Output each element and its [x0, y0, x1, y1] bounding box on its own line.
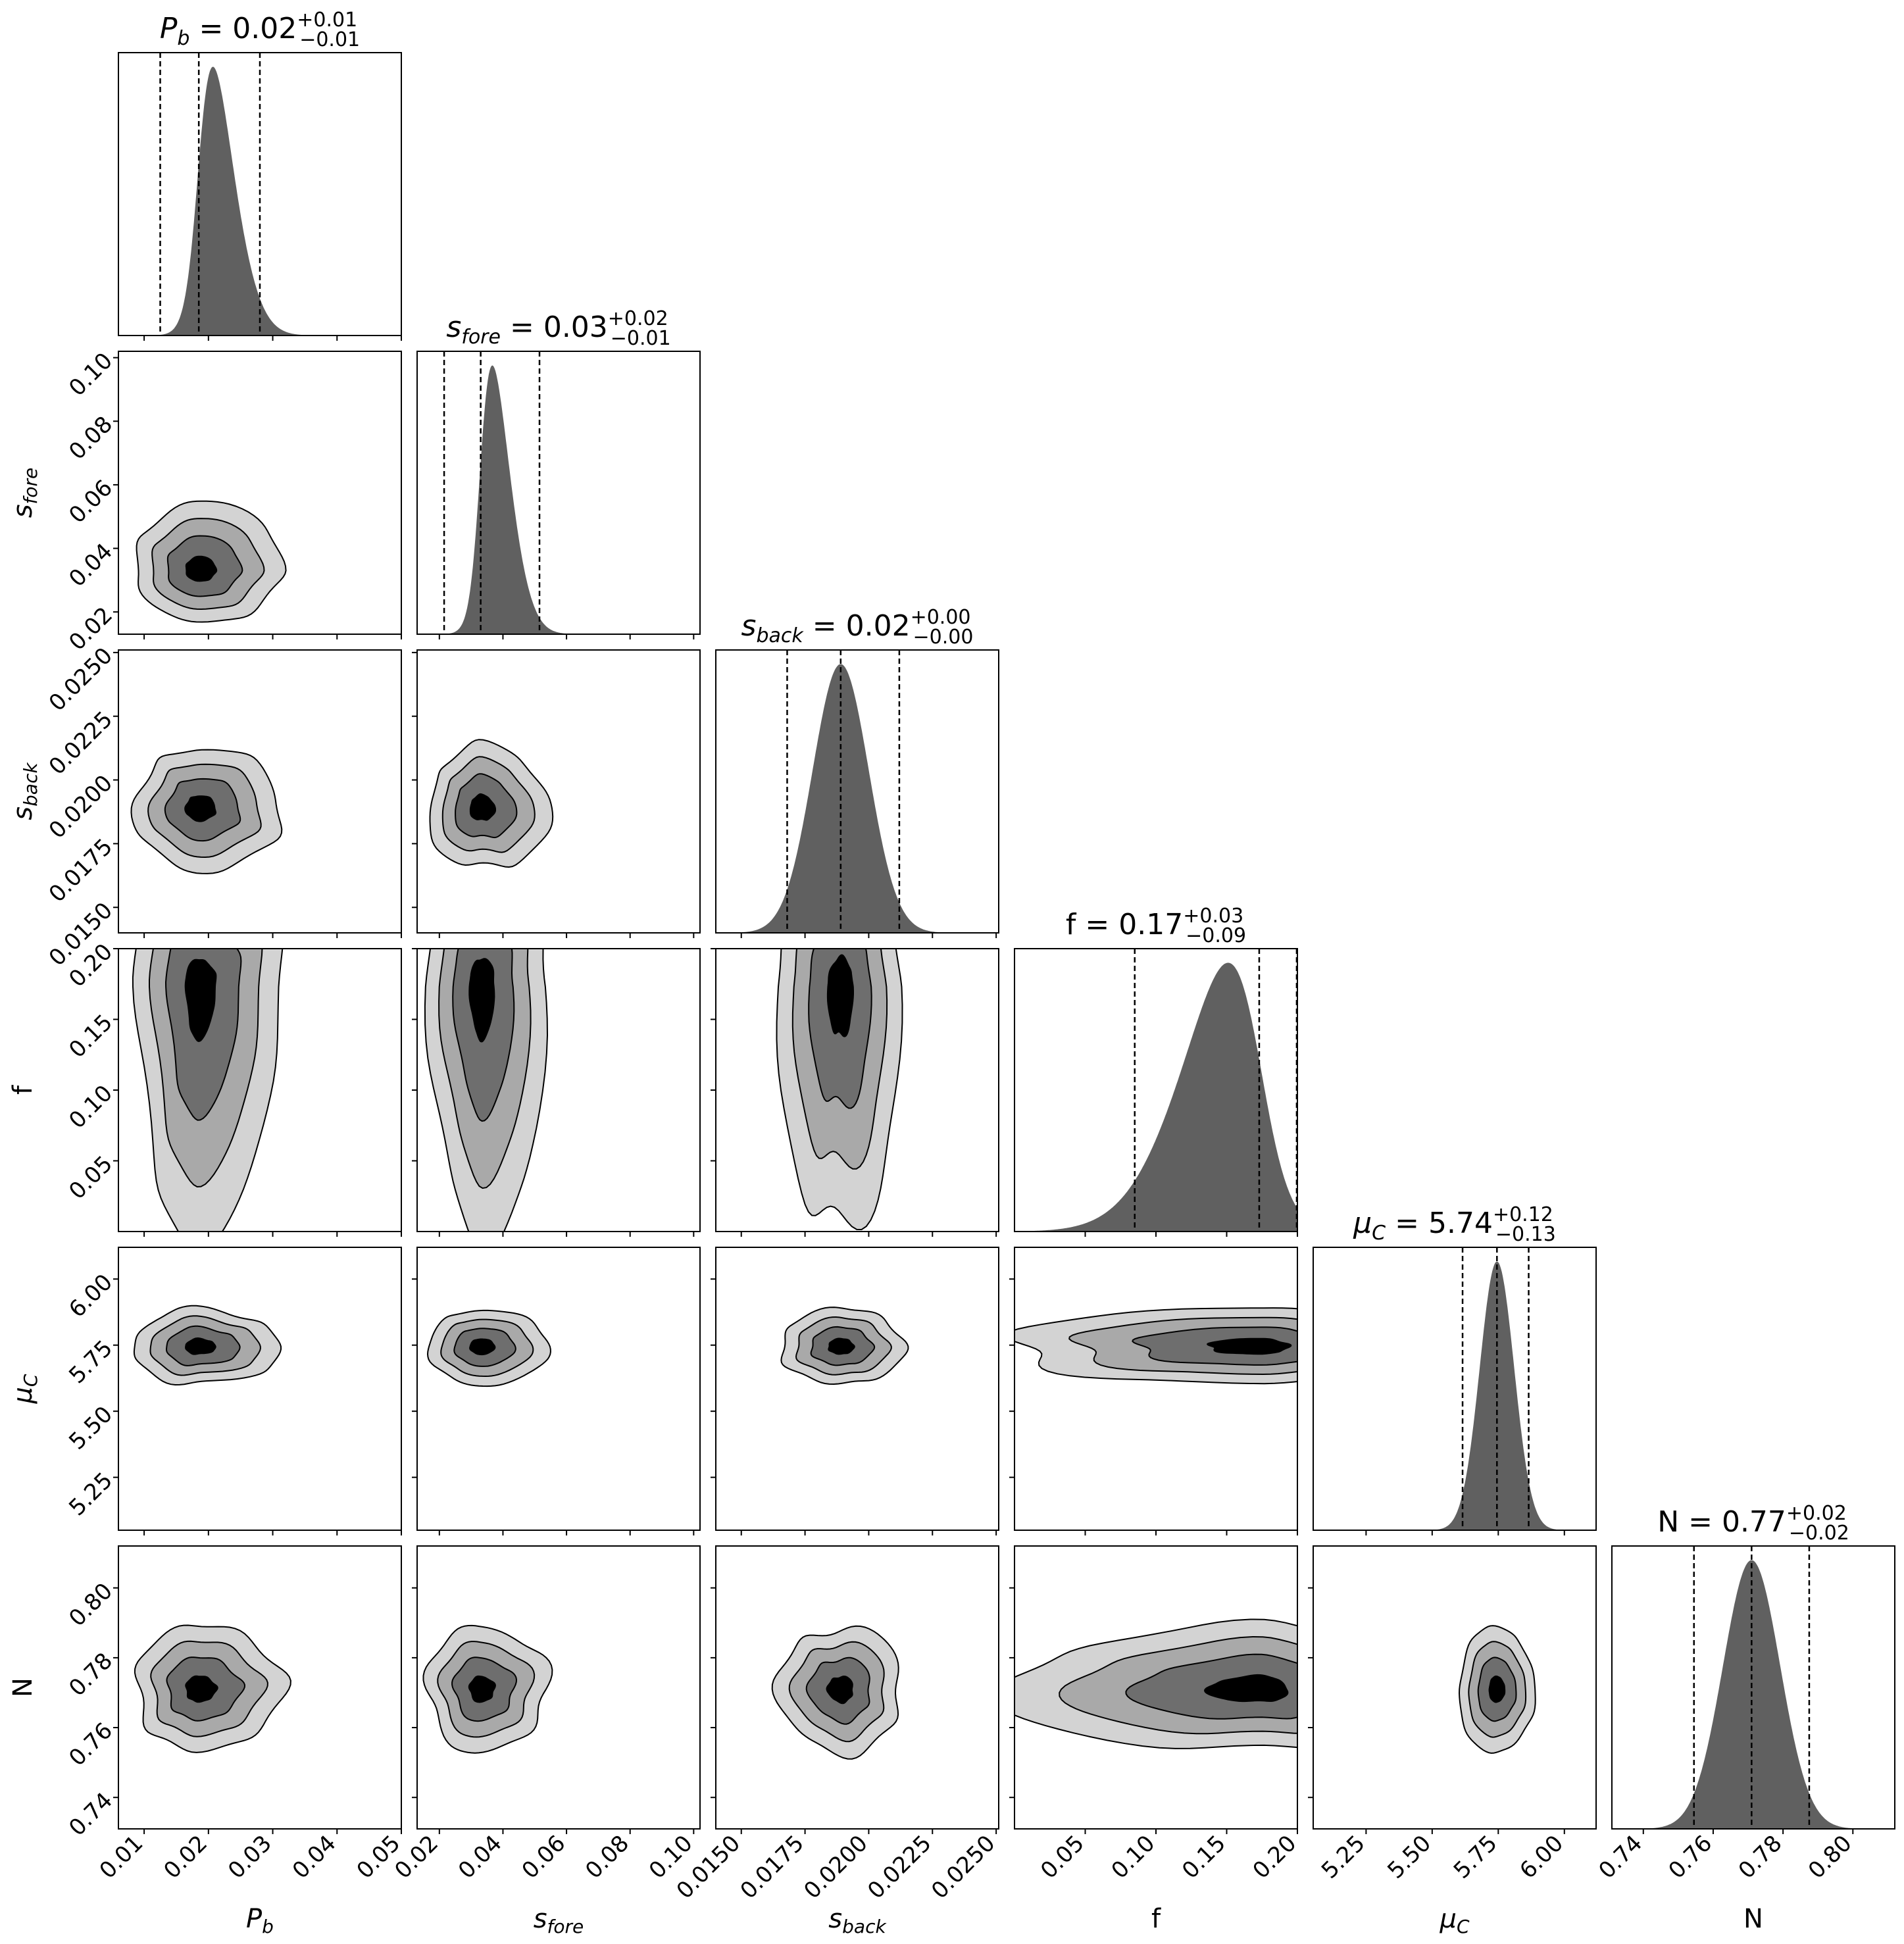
contour-sfore-f-level-4	[468, 958, 495, 1043]
histogram-muC	[1313, 1261, 1596, 1530]
x-tick-label-muC-2: 5.75	[1449, 1830, 1503, 1884]
panel-frame-4-1	[416, 1247, 701, 1531]
x-axis-label-sback: sback	[828, 1904, 887, 1937]
x-tick-label-f-1: 0.10	[1107, 1830, 1161, 1884]
x-tick-label-Pb-2: 0.03	[223, 1830, 277, 1884]
x-tick-label-muC-3: 6.00	[1515, 1830, 1568, 1884]
y-axis-label-f: f	[8, 1085, 38, 1095]
panel-frame-1-0	[118, 351, 402, 635]
x-axis-label-sfore: sfore	[534, 1904, 584, 1937]
panel-frame-1-1	[416, 351, 701, 635]
y-axis-label-sfore: sfore	[8, 468, 41, 518]
histogram-sfore	[417, 365, 700, 634]
panel-frame-2-0	[118, 649, 402, 934]
x-axis-label-f: f	[1151, 1904, 1161, 1934]
histogram-N	[1612, 1560, 1895, 1829]
y-tick-label-muC-3: 6.00	[64, 1269, 118, 1323]
contour-sfore-N-level-4	[468, 1675, 496, 1703]
histogram-sback	[716, 664, 999, 933]
histogram-f	[1015, 962, 1297, 1232]
contour-f-N-level-4	[1204, 1674, 1289, 1703]
x-tick-label-sfore-1: 0.04	[453, 1830, 507, 1884]
x-tick-label-sback-3: 0.0225	[863, 1830, 936, 1904]
y-axis-label-muC: μC	[8, 1374, 41, 1404]
x-tick-label-sback-1: 0.0175	[736, 1830, 809, 1904]
x-tick-label-N-2: 0.78	[1734, 1830, 1788, 1884]
contour-muC-N-level-4	[1488, 1675, 1506, 1703]
y-tick-label-sback-3: 0.0225	[44, 707, 118, 780]
x-axis-label-N: N	[1743, 1904, 1763, 1934]
y-tick-label-muC-1: 5.50	[64, 1401, 118, 1455]
x-tick-label-muC-1: 5.50	[1382, 1830, 1436, 1884]
x-tick-label-Pb-3: 0.04	[288, 1830, 341, 1884]
x-tick-label-sback-4: 0.0250	[926, 1830, 1000, 1904]
y-tick-label-sback-1: 0.0175	[44, 834, 118, 907]
contour-Pb-N-level-4	[185, 1675, 218, 1703]
title-Pb: Pb = 0.02+0.01 −0.01	[160, 9, 360, 51]
y-tick-label-sfore-0: 0.02	[64, 602, 118, 656]
panel-frame-4-3	[1014, 1247, 1298, 1531]
panel-frame-4-0	[118, 1247, 402, 1531]
title-sback: sback = 0.02+0.00 −0.00	[741, 606, 974, 649]
x-tick-label-sfore-2: 0.06	[517, 1830, 571, 1884]
y-tick-label-N-2: 0.78	[64, 1648, 118, 1702]
x-tick-label-N-0: 0.74	[1593, 1830, 1647, 1884]
y-tick-label-muC-0: 5.25	[64, 1467, 118, 1521]
contour-sback-muC-level-4	[828, 1337, 855, 1355]
x-tick-label-muC-0: 5.25	[1316, 1830, 1370, 1884]
x-tick-label-f-0: 0.05	[1036, 1830, 1090, 1884]
x-tick-label-f-3: 0.20	[1248, 1830, 1302, 1884]
y-tick-label-f-2: 0.15	[64, 1009, 118, 1063]
y-axis-label-N: N	[8, 1678, 38, 1697]
y-tick-label-f-0: 0.05	[64, 1151, 118, 1205]
y-tick-label-N-0: 0.74	[64, 1787, 118, 1841]
panel-frame-5-2	[715, 1545, 999, 1830]
y-tick-label-N-1: 0.76	[64, 1718, 118, 1772]
x-axis-label-muC: μC	[1439, 1904, 1469, 1937]
contour-sback-f-level-4	[826, 954, 854, 1037]
panel-frame-2-2	[715, 649, 999, 934]
y-tick-label-N-3: 0.80	[64, 1578, 118, 1632]
contour-f-muC-level-4	[1207, 1337, 1292, 1355]
panel-frame-4-4	[1313, 1247, 1597, 1531]
y-tick-label-sfore-2: 0.06	[64, 475, 118, 529]
x-tick-label-sfore-0: 0.02	[389, 1830, 443, 1884]
panel-frame-5-1	[416, 1545, 701, 1830]
panel-frame-0-0	[118, 52, 402, 336]
x-axis-label-Pb: Pb	[246, 1904, 274, 1937]
x-tick-label-N-1: 0.76	[1664, 1830, 1718, 1884]
contour-Pb-muC-level-4	[185, 1337, 216, 1355]
y-tick-label-sfore-4: 0.10	[64, 347, 118, 401]
contour-sfore-muC-level-4	[469, 1338, 496, 1356]
y-tick-label-sfore-3: 0.08	[64, 411, 118, 465]
contour-sback-N-level-4	[826, 1675, 853, 1705]
x-tick-label-N-3: 0.80	[1803, 1830, 1857, 1884]
contour-Pb-sback-level-4	[184, 795, 217, 822]
x-tick-label-sback-2: 0.0200	[799, 1830, 872, 1904]
panel-frame-4-2	[715, 1247, 999, 1531]
y-tick-label-muC-2: 5.75	[64, 1335, 118, 1389]
contour-Pb-sfore-level-4	[185, 555, 218, 582]
y-tick-label-sback-2: 0.0200	[44, 770, 118, 843]
contour-sfore-sback-level-4	[469, 793, 496, 821]
title-N: N = 0.77+0.02 −0.02	[1657, 1502, 1849, 1545]
x-tick-label-Pb-0: 0.01	[95, 1830, 149, 1884]
panel-frame-5-0	[118, 1545, 402, 1830]
title-sfore: sfore = 0.03+0.02 −0.01	[446, 307, 670, 350]
title-f: f = 0.17+0.03 −0.09	[1066, 905, 1246, 947]
x-tick-label-Pb-1: 0.02	[159, 1830, 213, 1884]
y-tick-label-f-1: 0.10	[64, 1080, 118, 1134]
y-tick-label-sfore-1: 0.04	[64, 538, 118, 592]
panel-frame-5-5	[1611, 1545, 1895, 1830]
contour-Pb-f-level-4	[184, 959, 217, 1042]
panel-frame-5-4	[1313, 1545, 1597, 1830]
y-axis-label-sback: sback	[8, 762, 41, 820]
title-muC: μC = 5.74+0.12 −0.13	[1353, 1203, 1556, 1246]
panel-frame-2-1	[416, 649, 701, 934]
x-tick-label-f-2: 0.15	[1177, 1830, 1231, 1884]
x-tick-label-sfore-3: 0.08	[580, 1830, 634, 1884]
